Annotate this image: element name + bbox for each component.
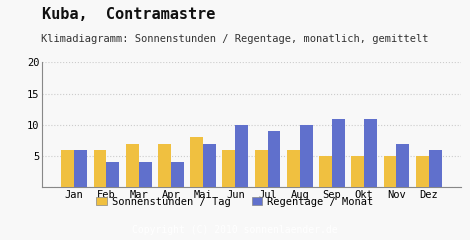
- Bar: [235, 125, 248, 187]
- Bar: [61, 150, 74, 187]
- Bar: [222, 150, 235, 187]
- Bar: [300, 125, 313, 187]
- Bar: [397, 144, 409, 187]
- Bar: [287, 150, 300, 187]
- Text: Kuba,  Contramastre: Kuba, Contramastre: [42, 7, 216, 22]
- Bar: [255, 150, 267, 187]
- Bar: [106, 162, 119, 187]
- Bar: [74, 150, 87, 187]
- Bar: [352, 156, 364, 187]
- Bar: [126, 144, 139, 187]
- Bar: [267, 131, 281, 187]
- Bar: [332, 119, 345, 187]
- Text: Klimadiagramm: Sonnenstunden / Regentage, monatlich, gemittelt: Klimadiagramm: Sonnenstunden / Regentage…: [41, 34, 429, 44]
- Bar: [171, 162, 184, 187]
- Bar: [364, 119, 377, 187]
- Bar: [190, 137, 203, 187]
- Bar: [158, 144, 171, 187]
- Text: Copyright (C) 2010 sonnenlaender.de: Copyright (C) 2010 sonnenlaender.de: [132, 225, 338, 235]
- Bar: [139, 162, 151, 187]
- Legend: Sonnenstunden / Tag, Regentage / Monat: Sonnenstunden / Tag, Regentage / Monat: [92, 192, 378, 211]
- Bar: [203, 144, 216, 187]
- Bar: [384, 156, 397, 187]
- Bar: [416, 156, 429, 187]
- Bar: [94, 150, 106, 187]
- Bar: [319, 156, 332, 187]
- Bar: [429, 150, 442, 187]
